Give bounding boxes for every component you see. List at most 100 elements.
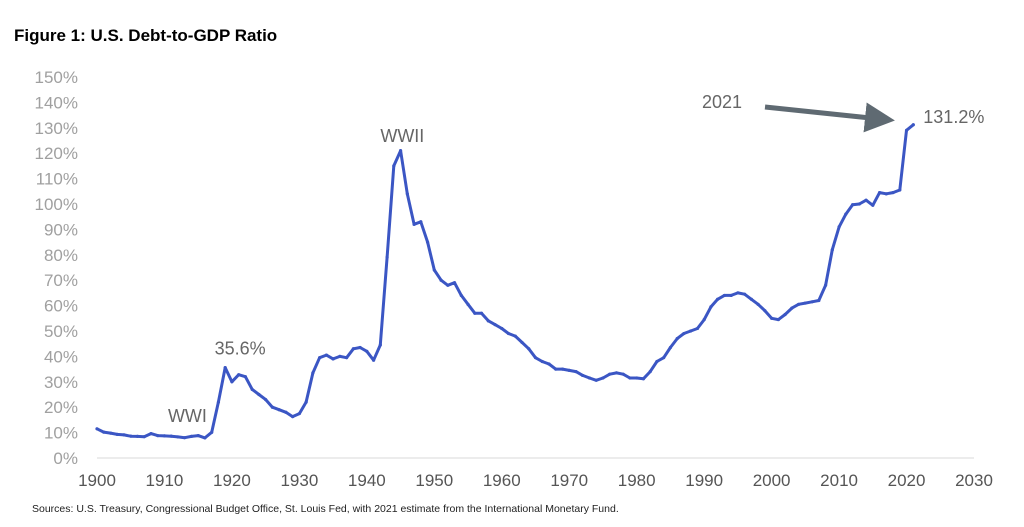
x-tick-label: 1900 <box>78 471 116 490</box>
y-tick-label: 40% <box>44 347 78 366</box>
data-point <box>675 337 679 341</box>
data-point <box>655 359 659 364</box>
x-tick-label: 1970 <box>550 471 588 490</box>
data-point <box>756 302 760 306</box>
data-point <box>419 220 423 224</box>
arrow-2021 <box>764 102 895 133</box>
source-note: Sources: U.S. Treasury, Congressional Bu… <box>32 503 619 515</box>
data-point <box>162 434 167 438</box>
data-point <box>331 357 335 361</box>
annotations: WWI 35.6% WWII 2021 131.2% <box>168 92 984 426</box>
data-point <box>560 367 565 371</box>
data-point <box>608 372 612 376</box>
data-point <box>250 387 254 392</box>
y-tick-label: 70% <box>44 271 78 290</box>
x-tick-label: 2010 <box>820 471 858 490</box>
y-tick-label: 130% <box>35 119 78 138</box>
data-point <box>169 434 173 438</box>
data-point <box>473 311 477 315</box>
y-tick-label: 80% <box>44 246 78 265</box>
data-point <box>115 432 119 436</box>
data-point <box>513 334 517 338</box>
data-point <box>466 302 470 306</box>
data-point <box>601 376 605 380</box>
data-point <box>412 222 416 226</box>
data-point <box>803 301 807 305</box>
data-point <box>203 436 207 440</box>
data-point <box>284 410 288 414</box>
y-tick-label: 110% <box>36 170 78 189</box>
data-point <box>439 278 443 282</box>
data-point <box>850 203 855 207</box>
data-point <box>594 378 598 382</box>
data-point <box>567 368 571 372</box>
data-point <box>500 326 504 331</box>
data-point <box>743 292 747 296</box>
data-point <box>196 434 200 438</box>
data-point <box>871 203 875 207</box>
x-tick-label: 2000 <box>753 471 791 490</box>
data-point <box>459 293 463 298</box>
data-point <box>378 343 382 347</box>
data-point <box>122 433 126 437</box>
data-point <box>183 436 187 440</box>
data-point <box>689 329 693 333</box>
y-tick-label: 140% <box>35 93 78 112</box>
data-point <box>311 371 315 375</box>
data-point <box>304 400 308 404</box>
data-point <box>425 240 430 244</box>
x-tick-label: 1940 <box>348 471 386 490</box>
data-point <box>763 309 767 313</box>
data-point <box>668 345 673 350</box>
x-tick-label: 1910 <box>146 471 184 490</box>
data-point <box>135 434 140 439</box>
data-point <box>837 225 841 229</box>
data-point <box>216 400 221 404</box>
y-tick-label: 10% <box>44 424 78 443</box>
data-point <box>621 372 625 376</box>
data-point <box>108 431 113 435</box>
x-tick-label: 1930 <box>280 471 318 490</box>
data-point <box>722 293 726 298</box>
data-point <box>695 326 700 331</box>
data-point <box>156 434 160 438</box>
x-axis-tick-labels: 1900 1910 1920 1930 1940 1950 1960 1970 1980 1990… <box>78 471 993 490</box>
y-tick-label: 120% <box>35 144 78 163</box>
annotation-2021: 2021 <box>702 92 742 112</box>
data-point <box>392 164 396 168</box>
data-point <box>709 305 713 309</box>
data-point <box>776 317 780 322</box>
data-point <box>587 376 592 380</box>
data-point <box>716 297 720 301</box>
chart-title: Figure 1: U.S. Debt-to-GDP Ratio <box>14 26 278 45</box>
annotation-peak-1919: 35.6% <box>215 339 266 359</box>
data-point <box>749 297 753 301</box>
y-tick-label: 60% <box>44 297 78 316</box>
data-point <box>95 427 99 431</box>
data-point <box>540 359 544 364</box>
data-point <box>385 255 389 259</box>
data-point <box>844 212 848 216</box>
y-tick-label: 50% <box>44 322 78 341</box>
data-point <box>223 365 227 370</box>
data-point <box>102 430 106 434</box>
data-point <box>911 123 915 127</box>
x-tick-label: 1990 <box>685 471 723 490</box>
data-point <box>405 192 409 196</box>
data-point <box>446 283 450 287</box>
data-point <box>210 430 214 434</box>
data-point <box>891 190 895 195</box>
data-point <box>702 317 706 322</box>
data-point <box>176 435 180 439</box>
data-point <box>857 202 861 206</box>
data-point <box>830 248 834 252</box>
data-point <box>554 367 558 371</box>
data-point <box>823 283 828 287</box>
y-tick-label: 100% <box>35 195 78 214</box>
data-point <box>338 354 342 358</box>
data-point <box>648 370 652 374</box>
data-point <box>243 375 248 379</box>
data-point <box>797 302 801 306</box>
debt-to-gdp-line <box>95 123 915 440</box>
x-tick-label: 2020 <box>888 471 926 490</box>
